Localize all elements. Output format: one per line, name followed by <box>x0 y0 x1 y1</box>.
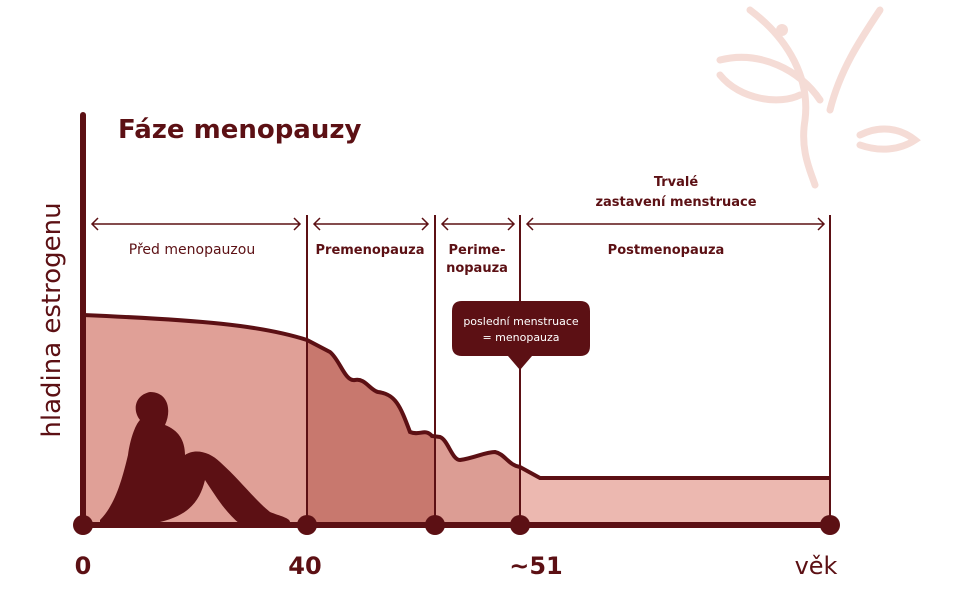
callout: poslední menstruace = menopauza <box>452 301 590 370</box>
phase-label: Premenopauza <box>316 243 425 258</box>
phase-label: Postmenopauza <box>608 243 725 258</box>
phase-arrows <box>90 217 826 231</box>
x-axis-label: 0 <box>75 552 92 580</box>
phase-label: Perime- <box>449 243 506 258</box>
y-axis-label: hladina estrogenu <box>37 202 67 437</box>
axis-dots <box>73 515 840 535</box>
x-axis-label: ~51 <box>509 552 563 580</box>
callout-text: poslední menstruace <box>463 315 579 328</box>
phase-label: nopauza <box>446 261 508 276</box>
decoration <box>716 6 921 189</box>
phase-heading: zastavení menstruace <box>595 195 756 210</box>
x-axis-label: věk <box>795 552 838 580</box>
phase-heading: Trvalé <box>654 175 699 190</box>
phase-label: Před menopauzou <box>129 242 255 258</box>
callout-text: = menopauza <box>482 331 559 344</box>
title: Fáze menopauzy <box>118 115 361 145</box>
x-axis-label: 40 <box>288 552 321 580</box>
silhouette <box>100 392 290 525</box>
